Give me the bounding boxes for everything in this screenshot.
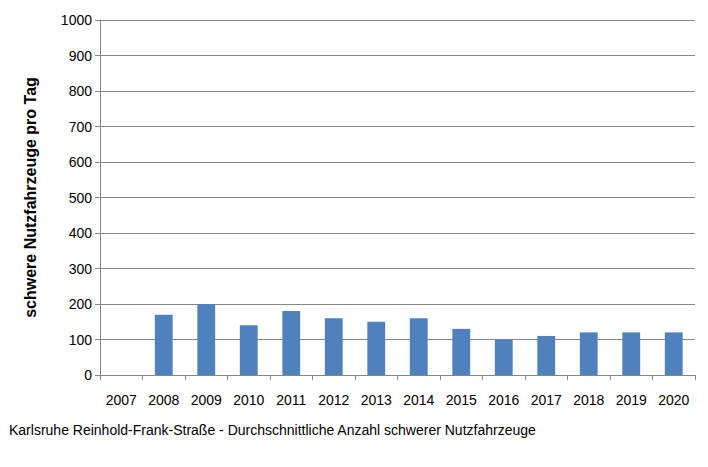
svg-text:2020: 2020: [658, 392, 689, 408]
svg-text:800: 800: [69, 83, 93, 99]
svg-text:700: 700: [69, 119, 93, 135]
svg-text:schwere Nutzfahrzeuge pro Tag: schwere Nutzfahrzeuge pro Tag: [22, 77, 39, 318]
svg-text:2011: 2011: [276, 392, 306, 408]
svg-text:2014: 2014: [403, 392, 434, 408]
svg-text:900: 900: [69, 48, 93, 64]
svg-text:2009: 2009: [191, 392, 222, 408]
svg-text:2008: 2008: [148, 392, 179, 408]
svg-text:2013: 2013: [361, 392, 392, 408]
svg-text:300: 300: [69, 261, 93, 277]
svg-text:500: 500: [69, 190, 93, 206]
svg-text:2019: 2019: [616, 392, 647, 408]
svg-text:400: 400: [69, 225, 93, 241]
svg-text:2016: 2016: [488, 392, 519, 408]
svg-text:1000: 1000: [61, 12, 92, 28]
svg-text:2018: 2018: [573, 392, 604, 408]
svg-text:Karlsruhe Reinhold-Frank-Straß: Karlsruhe Reinhold-Frank-Straße - Durchs…: [9, 422, 536, 438]
svg-text:600: 600: [69, 154, 93, 170]
svg-text:2007: 2007: [106, 392, 137, 408]
svg-text:2015: 2015: [446, 392, 477, 408]
svg-text:2012: 2012: [318, 392, 349, 408]
svg-text:100: 100: [69, 332, 93, 348]
svg-text:200: 200: [69, 296, 93, 312]
svg-text:0: 0: [84, 367, 92, 383]
svg-text:2010: 2010: [233, 392, 264, 408]
svg-text:2017: 2017: [531, 392, 562, 408]
